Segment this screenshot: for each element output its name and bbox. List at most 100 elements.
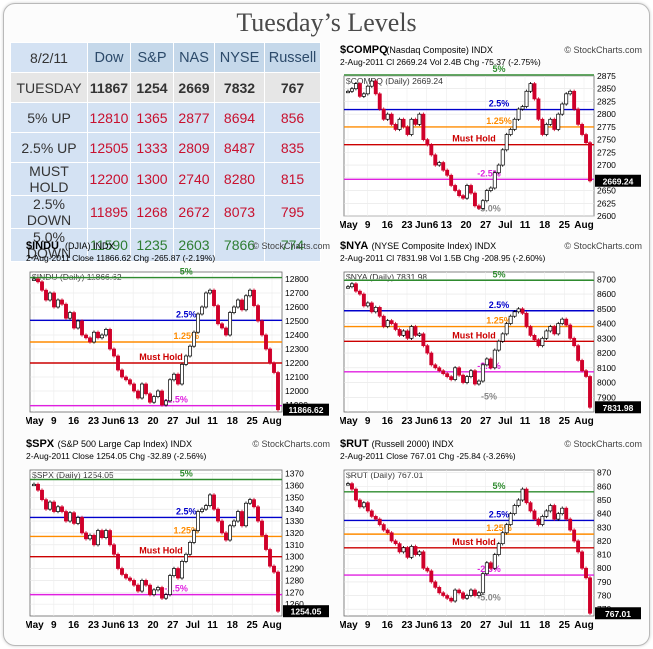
price-candle — [192, 331, 196, 347]
x-tick-label: 27 — [480, 220, 492, 231]
table-cell: 835 — [264, 132, 321, 163]
chart-spx: $SPX (S&P 500 Large Cap Index) INDX © Stoc… — [26, 438, 330, 631]
last-price-box — [283, 605, 329, 618]
price-candle — [413, 118, 418, 125]
table-cell: 2809 — [173, 132, 215, 163]
column-header: S&P — [130, 42, 174, 73]
table-cell: 2877 — [173, 102, 215, 133]
price-candle — [152, 589, 156, 595]
level-label: Must Hold — [139, 546, 183, 556]
table-cell: 1268 — [130, 195, 174, 229]
y-tick-label: 2750 — [597, 135, 616, 145]
price-candle — [564, 318, 569, 326]
level-label: Must Hold — [452, 537, 496, 547]
price-candle — [240, 299, 244, 311]
price-candle — [108, 329, 112, 350]
price-candle — [377, 93, 382, 110]
x-tick-label: 25 — [247, 620, 259, 631]
price-candle — [552, 505, 557, 520]
price-candle — [44, 289, 48, 301]
x-tick-label: 16 — [68, 620, 80, 631]
price-candle — [60, 506, 64, 512]
price-candle — [140, 383, 144, 399]
chart-name: (S&P 500 Large Cap Index) INDX — [58, 439, 192, 449]
stockcharts-brand: © StockCharts.com — [564, 45, 642, 55]
price-candle — [445, 595, 450, 599]
y-tick-label: 2825 — [597, 96, 616, 106]
x-tick-label: 11 — [520, 620, 531, 631]
price-candle — [449, 376, 454, 380]
y-tick-label: 2875 — [597, 71, 616, 81]
price-candle — [252, 499, 256, 508]
y-tick-label: 850 — [597, 495, 611, 505]
price-candle — [357, 499, 362, 508]
price-candle — [212, 289, 216, 306]
price-candle — [461, 195, 465, 199]
level-label: 5% — [492, 481, 505, 491]
price-candle — [172, 373, 176, 381]
x-tick-label: 13 — [441, 220, 453, 231]
price-candle — [532, 83, 537, 100]
price-candle — [128, 577, 132, 581]
price-candle — [365, 302, 370, 307]
row-label: 2.5% UP — [10, 132, 88, 163]
level-label: 1.25% — [486, 523, 512, 533]
price-candle — [568, 324, 573, 339]
price-candle — [476, 380, 481, 385]
table-cell: 1365 — [130, 102, 174, 133]
price-candle — [417, 551, 422, 555]
price-candle — [393, 540, 398, 545]
price-candle — [488, 358, 493, 369]
row-label: 5% UP — [10, 102, 88, 133]
y-tick-label: 1280 — [285, 575, 304, 585]
price-candle — [540, 516, 545, 525]
table-cell: 11590 — [87, 228, 131, 262]
x-tick-label: 13 — [128, 620, 140, 631]
price-candle — [488, 187, 493, 191]
price-candle — [76, 517, 80, 524]
x-tick-label: 18 — [539, 220, 551, 231]
price-candle — [441, 162, 446, 171]
row-label: 5.0% DOWN — [10, 228, 88, 262]
price-candle — [461, 374, 465, 383]
price-candle — [397, 543, 402, 553]
price-candle — [180, 561, 184, 579]
price-candle — [200, 306, 204, 315]
column-header: Dow — [87, 42, 131, 73]
price-candle — [508, 513, 513, 525]
price-candle — [373, 307, 378, 313]
x-tick-label: May — [26, 620, 44, 631]
price-candle — [389, 113, 394, 125]
price-candle — [377, 307, 382, 317]
y-tick-label: 2625 — [597, 198, 616, 208]
price-candle — [405, 330, 410, 339]
price-candle — [124, 574, 128, 579]
price-candle — [572, 337, 577, 347]
price-candle — [469, 370, 473, 377]
chart-rut: $RUT (Russell 2000) INDX © StockCharts.com… — [340, 438, 642, 631]
y-tick-label: 870 — [597, 468, 611, 478]
table-cell: 815 — [264, 162, 321, 196]
last-price-label: 767.01 — [605, 609, 631, 619]
x-tick-label: 11 — [207, 416, 218, 427]
price-candle — [548, 118, 553, 125]
price-candle — [256, 305, 260, 322]
price-candle — [544, 124, 549, 135]
x-tick-label: May — [26, 416, 44, 427]
price-candle — [164, 594, 168, 599]
level-label: Must Hold — [452, 134, 496, 144]
table-row: MUST HOLD 12200 1300 2740 8280 815 — [10, 162, 321, 196]
price-candle — [580, 551, 585, 569]
price-candle — [588, 376, 592, 408]
table-row: 2.5% DOWN 11895 1268 2672 8073 795 — [10, 195, 321, 229]
price-candle — [536, 518, 541, 525]
price-candle — [72, 312, 76, 329]
price-candle — [433, 364, 438, 369]
price-candle — [429, 352, 434, 366]
last-price-box — [595, 174, 641, 187]
price-candle — [564, 93, 569, 105]
price-candle — [385, 113, 390, 120]
table-cell: 12200 — [87, 162, 131, 196]
price-candle — [200, 508, 204, 512]
x-tick-label: 16 — [382, 620, 394, 631]
